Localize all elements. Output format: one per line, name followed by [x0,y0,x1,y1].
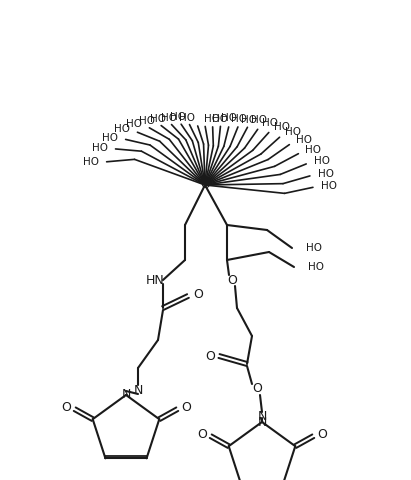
Text: HO: HO [221,113,237,123]
Text: HO: HO [83,157,99,168]
Text: O: O [205,349,215,362]
Text: HO: HO [170,112,186,122]
Text: N: N [257,410,267,423]
Text: HO: HO [139,116,155,126]
Text: N: N [133,384,143,396]
Text: O: O [227,274,237,287]
Text: O: O [317,428,327,441]
Text: HO: HO [308,262,324,272]
Text: HO: HO [318,168,334,179]
Text: HN: HN [145,274,164,287]
Text: HO: HO [262,118,278,128]
Text: HO: HO [286,127,302,137]
Text: HO: HO [314,156,330,166]
Text: O: O [181,401,191,414]
Text: HO: HO [179,113,195,123]
Text: HO: HO [241,115,257,124]
Text: HO: HO [231,114,247,124]
Text: HO: HO [274,121,290,132]
Text: HO: HO [127,119,143,129]
Text: N: N [121,388,131,401]
Text: O: O [200,179,210,192]
Text: O: O [193,288,203,300]
Text: HO: HO [102,132,118,143]
Text: HO: HO [306,243,322,253]
Text: HO: HO [321,180,337,191]
Text: O: O [252,383,262,396]
Text: HO: HO [114,124,130,134]
Text: O: O [197,428,207,441]
Text: HO: HO [212,114,229,124]
Text: HO: HO [150,114,166,124]
Text: HO: HO [161,113,177,122]
Text: HO: HO [305,145,321,155]
Text: HO: HO [251,115,267,125]
Text: HO: HO [204,114,220,123]
Text: N: N [257,416,267,429]
Text: O: O [61,401,71,414]
Text: HO: HO [92,143,108,153]
Text: HO: HO [296,135,312,145]
